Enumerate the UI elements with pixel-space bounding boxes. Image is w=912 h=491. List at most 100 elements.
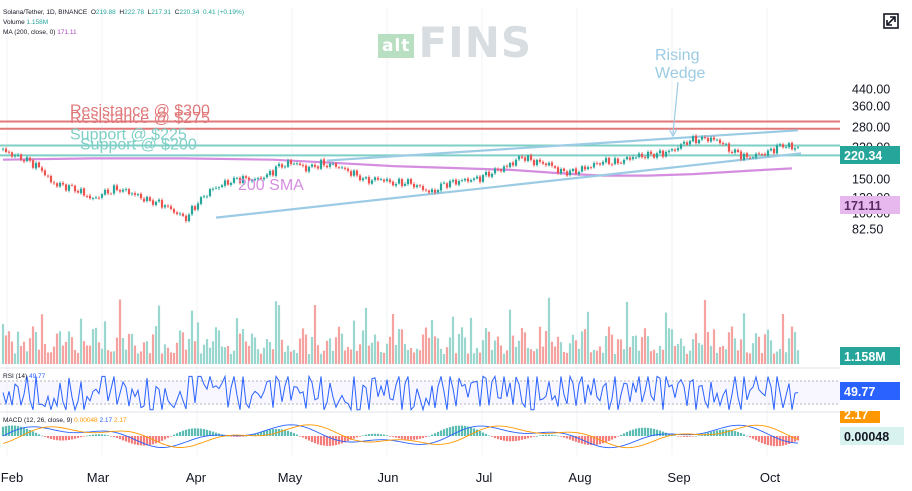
volume-bar [424,327,428,364]
volume-bar [364,307,368,364]
volume-bar [373,334,377,364]
macd-histogram-bar [148,436,152,445]
macd-histogram-bar [178,431,182,436]
volume-bar [766,329,770,364]
volume-bar [88,345,92,364]
candle-body [508,163,512,168]
macd-histogram-bar [145,436,149,446]
volume-bar [94,327,98,364]
volume-bar [661,349,665,364]
volume-bar [505,350,509,364]
candle-body [28,157,32,161]
volume-bar [631,336,635,364]
macd-histogram-bar [301,436,305,438]
volume-bar [142,342,146,364]
volume-bar [613,354,617,364]
volume-bar [610,334,614,364]
candle-body [466,178,470,182]
volume-bar [451,316,455,364]
macd-histogram-bar [202,429,206,436]
candle-body [475,176,479,179]
volume-bar [316,345,320,364]
macd-histogram-bar [568,436,572,440]
candle-body [619,162,623,164]
candle-body [496,169,500,170]
candle-body [64,184,68,191]
volume-bar [625,301,629,364]
volume-bar [349,349,353,364]
expand-icon[interactable] [883,13,899,29]
volume-bar [382,352,386,364]
volume-bar [484,327,488,364]
candle-body [241,176,245,183]
volume-bar [340,333,344,364]
volume-bar [616,339,620,364]
macd-histogram-bar [16,426,20,436]
candle-body [331,163,335,165]
candlesticks[interactable] [1,133,800,223]
volume-bar [7,331,11,364]
macd-histogram-bar [451,426,455,436]
candle-body [634,157,638,159]
volume-bar [157,305,161,364]
macd-histogram-bar [454,425,458,436]
candle-body [430,189,434,193]
volume-bar [547,297,551,364]
volume-bar [583,329,587,364]
macd-histogram-bar [604,436,608,443]
macd-histogram-bar [790,436,794,443]
volume-bar [238,333,242,364]
time-axis[interactable]: Feb Mar Apr May Jun Jul Aug Sep Oct [1,470,781,485]
volume-bar [64,341,68,364]
volume-bar [646,336,650,364]
candle-body [52,182,56,184]
macd-histogram-bar [25,428,29,436]
time-tick-label: Sep [667,470,690,485]
macd-histogram-bar [415,436,419,440]
macd-histogram-bar [265,430,269,436]
volume-bar [604,336,608,364]
macd-histogram-bar [769,436,773,446]
macd-histogram-bar [643,427,647,436]
macd-histogram-bar [616,436,620,437]
candle-body [370,180,374,184]
candle-body [190,205,194,215]
change-value: 0.41 (+0.19%) [202,9,244,16]
candle-body [556,167,560,173]
time-tick-label: Apr [186,470,207,485]
price-axis[interactable]: 440.00360.00280.00220.00190.00150.00120.… [840,82,904,445]
candle-body [745,153,749,158]
volume-bar [475,348,479,364]
open-value: 219.88 [95,9,116,16]
candle-body [397,178,401,184]
macd-histogram-bar [490,436,494,437]
macd-histogram-bar [607,436,611,441]
volume-bar [772,353,776,364]
macd-histogram-bar [733,431,737,436]
volume-bar [358,344,362,364]
candle-body [55,183,59,187]
close-label: C [174,9,180,16]
volume-bar [118,299,122,364]
macd-histogram-bar [352,436,356,439]
volume-bar [121,338,125,364]
candle-body [724,143,728,145]
macd-histogram-bar [22,427,26,436]
volume-bar [322,350,326,364]
volume-bar [97,342,101,364]
volume-bar [595,350,599,364]
macd-histogram-bar [346,436,350,442]
macd-histogram-bar [682,436,686,437]
candle-body [265,174,269,178]
candle-body [259,177,263,179]
volume-bar [565,352,569,364]
macd-histogram-bar [298,436,302,437]
volume-bar [166,347,170,364]
macd-histogram-bar [745,435,749,437]
volume-bar [310,337,314,364]
macd-histogram-bar [7,425,11,436]
macd-histogram-bar [766,436,770,446]
macd-histogram-bar [442,429,446,436]
macd-histogram-bar [46,436,50,439]
